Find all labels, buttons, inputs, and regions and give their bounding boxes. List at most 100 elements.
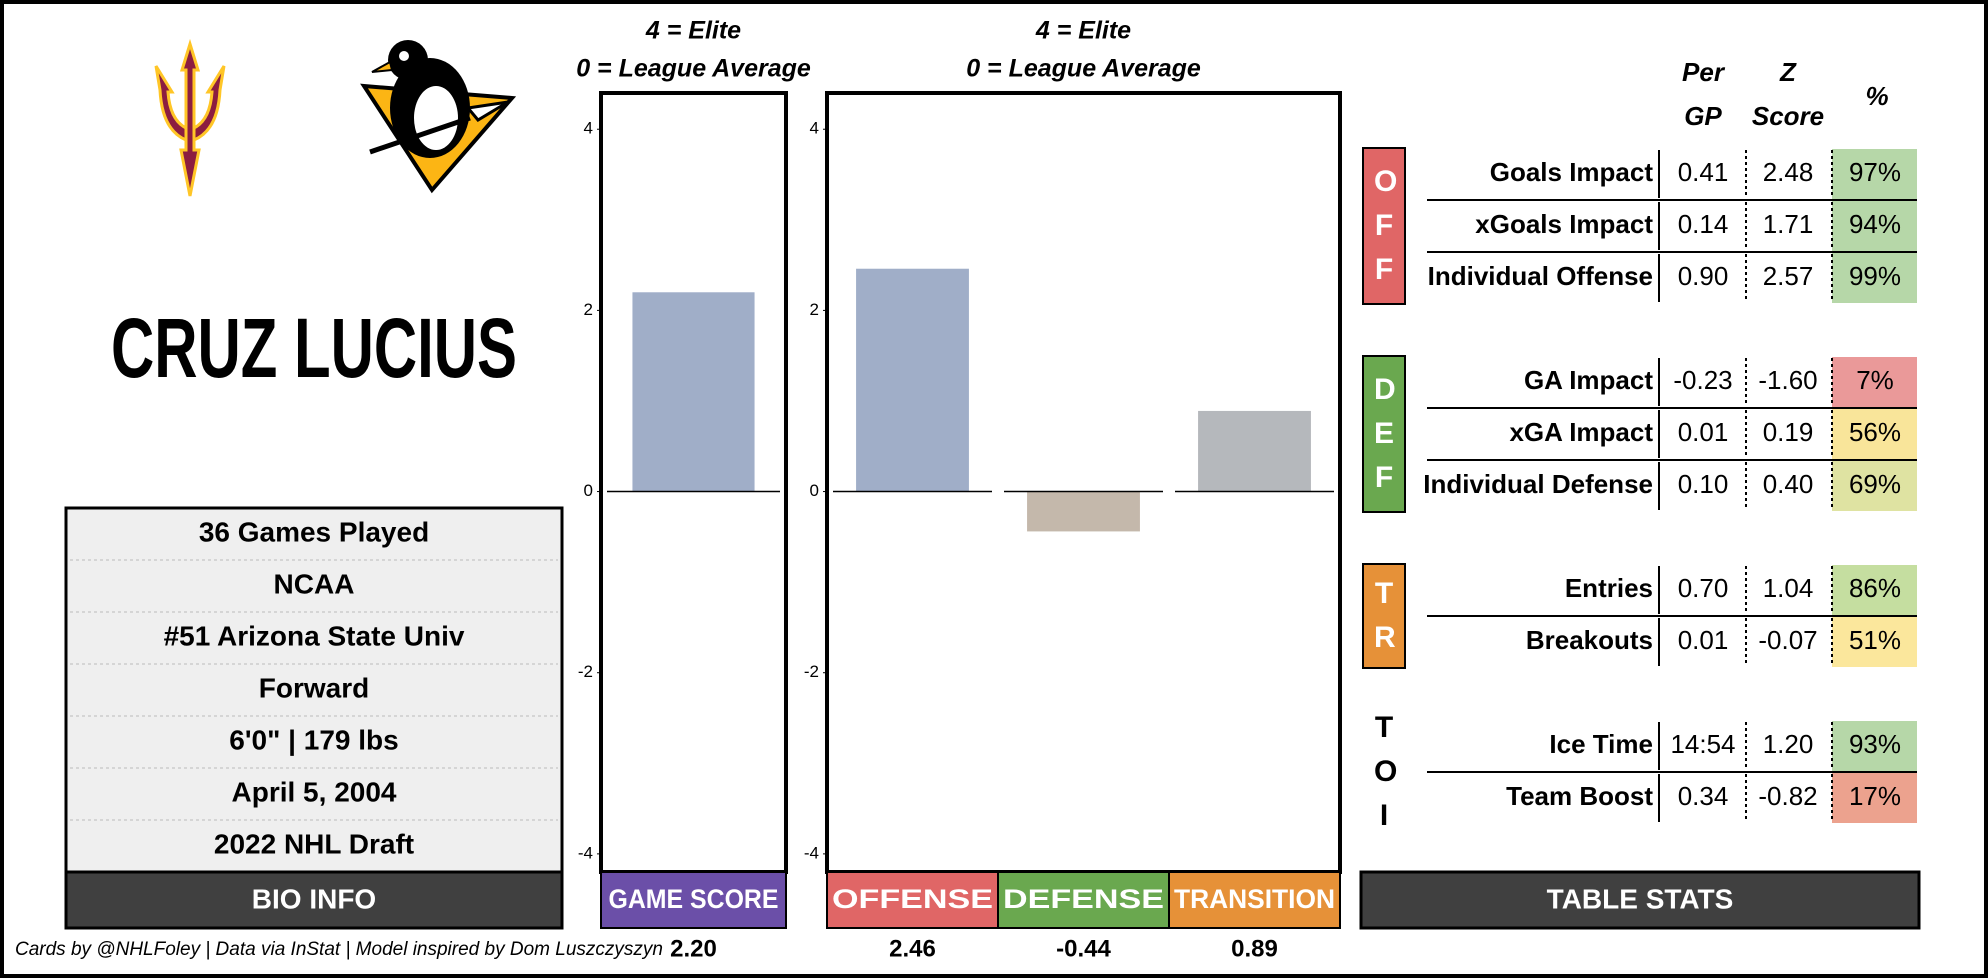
stat-name: xGA Impact (1509, 417, 1653, 447)
group-box (1362, 355, 1406, 513)
bio-row: NCAA (274, 568, 355, 599)
bio-row: Forward (259, 672, 369, 703)
bar (1198, 410, 1311, 492)
pct-cell (1832, 201, 1917, 251)
credit-footer: Cards by @NHLFoley | Data via InStat | M… (15, 939, 663, 960)
stat-pct: 86% (1849, 573, 1901, 603)
chart-subtitle: 0 = League Average (576, 55, 811, 83)
category-label: TRANSITION (1174, 884, 1335, 914)
chart-title: 4 = Elite (1035, 17, 1131, 45)
bio-row: #51 Arizona State Univ (164, 620, 465, 651)
stat-name: Goals Impact (1490, 157, 1654, 187)
y-tick-label: 4 (810, 119, 819, 138)
stat-z-score: 1.20 (1763, 729, 1814, 759)
player-name: CRUZ LUCIUS (111, 301, 517, 395)
pct-cell (1832, 409, 1917, 459)
stat-z-score: 2.57 (1763, 261, 1814, 291)
stat-name: Breakouts (1526, 625, 1653, 655)
stat-per-gp: 0.01 (1678, 625, 1729, 655)
chart-title: 4 = Elite (645, 17, 741, 45)
column-header: Z Score (1751, 57, 1825, 131)
category-label-bg (1168, 871, 1341, 929)
pct-cell (1832, 565, 1917, 615)
stat-pct: 94% (1849, 209, 1901, 239)
stat-pct: 93% (1849, 729, 1901, 759)
stat-z-score: 1.71 (1763, 209, 1814, 239)
stat-name: Entries (1565, 573, 1653, 603)
stat-z-score: 1.04 (1763, 573, 1814, 603)
group-label: TOI (1374, 711, 1398, 832)
category-label: GAME SCORE (609, 884, 779, 914)
stat-z-score: -0.82 (1758, 781, 1817, 811)
y-tick-label: -4 (578, 843, 593, 862)
category-label: OFFENSE (832, 884, 993, 914)
bio-box (64, 506, 564, 874)
chart-subtitle: 0 = League Average (966, 55, 1201, 83)
y-tick-label: -4 (804, 843, 819, 862)
bio-row: April 5, 2004 (232, 776, 397, 807)
bar (632, 292, 755, 492)
stat-name: Ice Time (1549, 729, 1653, 759)
stat-pct: 51% (1849, 625, 1901, 655)
asu-logo (154, 38, 226, 197)
stat-per-gp: 14:54 (1670, 729, 1735, 759)
pct-cell (1832, 357, 1917, 407)
bio-row: 6'0" | 179 lbs (229, 724, 398, 755)
pct-cell (1832, 253, 1917, 303)
pct-cell (1832, 721, 1917, 771)
value-label: -0.44 (1056, 935, 1111, 962)
stat-z-score: -1.60 (1758, 365, 1817, 395)
group-label: OFF (1374, 165, 1398, 286)
stat-per-gp: -0.23 (1673, 365, 1732, 395)
stat-pct: 99% (1849, 261, 1901, 291)
group-box (1362, 147, 1406, 305)
stat-z-score: 0.40 (1763, 469, 1814, 499)
bar (856, 268, 969, 492)
stat-per-gp: 0.70 (1678, 573, 1729, 603)
stat-per-gp: 0.34 (1678, 781, 1729, 811)
stat-per-gp: 0.14 (1678, 209, 1729, 239)
stat-name: Individual Defense (1423, 469, 1653, 499)
pct-cell (1832, 617, 1917, 667)
stat-per-gp: 0.90 (1678, 261, 1729, 291)
category-label-bg (826, 871, 999, 929)
stat-per-gp: 0.10 (1678, 469, 1729, 499)
value-label: 0.89 (1231, 935, 1278, 962)
group-label: TR (1374, 577, 1396, 654)
bio-row: 36 Games Played (199, 516, 429, 547)
y-tick-label: -2 (578, 662, 593, 681)
table-title-bar (1359, 870, 1921, 930)
group-box (1362, 563, 1406, 669)
y-tick-label: -2 (804, 662, 819, 681)
column-header: % (1865, 81, 1889, 111)
category-label-bg (600, 871, 787, 929)
table-title: TABLE STATS (1547, 883, 1734, 914)
column-header: Per GP (1682, 57, 1724, 131)
bar (1027, 491, 1140, 532)
value-label: 2.20 (670, 935, 717, 962)
stat-z-score: 0.19 (1763, 417, 1814, 447)
bio-row: 2022 NHL Draft (214, 828, 414, 859)
pct-cell (1832, 773, 1917, 823)
stat-pct: 56% (1849, 417, 1901, 447)
penguins-logo (360, 40, 517, 194)
category-label: DEFENSE (1003, 884, 1164, 914)
stat-z-score: -0.07 (1758, 625, 1817, 655)
group-label: DEF (1374, 373, 1396, 494)
stat-pct: 69% (1849, 469, 1901, 499)
value-label: 2.46 (889, 935, 936, 962)
stat-z-score: 2.48 (1763, 157, 1814, 187)
stat-per-gp: 0.01 (1678, 417, 1729, 447)
y-tick-label: 0 (584, 481, 593, 500)
stat-per-gp: 0.41 (1678, 157, 1729, 187)
stat-name: Team Boost (1506, 781, 1653, 811)
pct-cell (1832, 149, 1917, 199)
stat-name: Individual Offense (1428, 261, 1653, 291)
stat-pct: 7% (1856, 365, 1894, 395)
y-tick-label: 2 (584, 300, 593, 319)
stat-pct: 97% (1849, 157, 1901, 187)
stat-name: xGoals Impact (1475, 209, 1653, 239)
y-tick-label: 4 (584, 119, 593, 138)
